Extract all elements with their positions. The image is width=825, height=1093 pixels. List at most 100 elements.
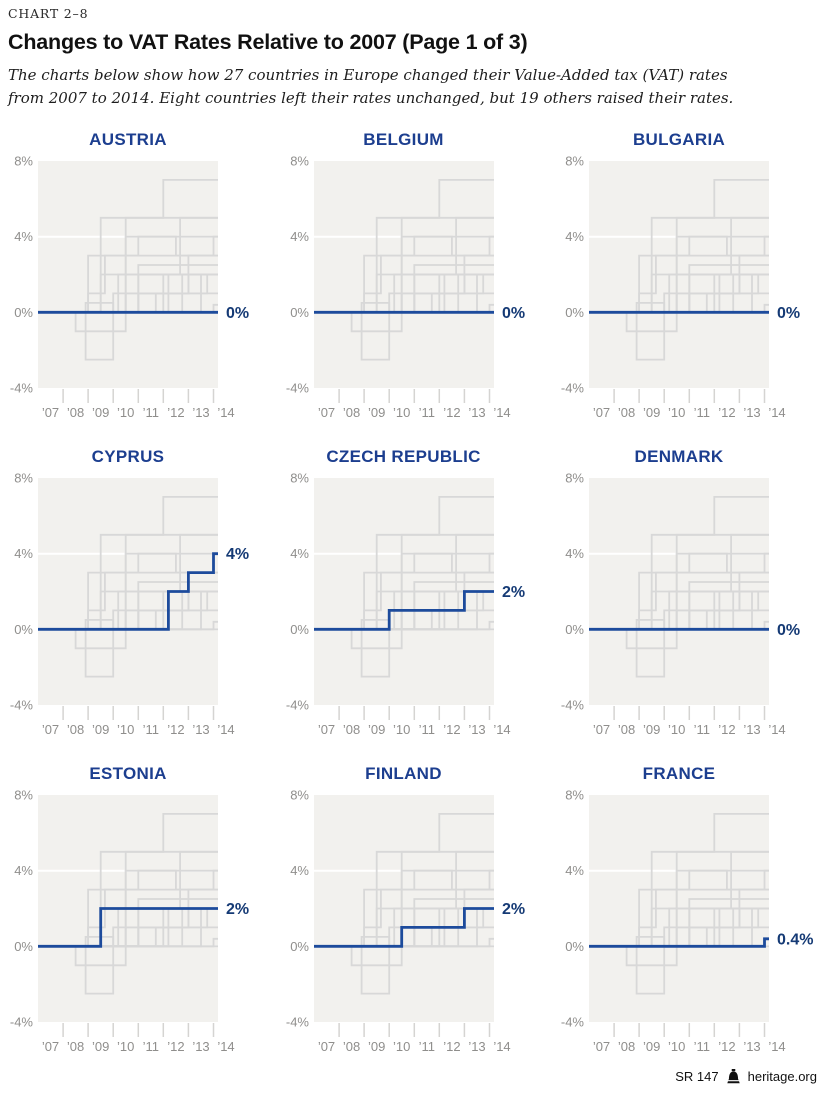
- x-tick-label: ’11: [694, 722, 710, 737]
- subtitle-line-2: from 2007 to 2014. Eight countries left …: [8, 88, 734, 107]
- x-tick-label: ’12: [718, 722, 735, 737]
- report-footer: SR 147 heritage.org: [8, 1069, 817, 1084]
- x-tick-label: ’13: [468, 1039, 485, 1054]
- x-tick-label: ’13: [192, 722, 209, 737]
- y-tick-label: -4%: [561, 698, 585, 713]
- highlight-line: [313, 907, 494, 948]
- x-tick-label: ’08: [618, 722, 635, 737]
- x-tick-label: ’10: [117, 405, 134, 420]
- y-tick-label: 0%: [565, 939, 584, 954]
- x-tick-label: ’12: [718, 1039, 735, 1054]
- end-value-label: 0%: [502, 305, 525, 322]
- background-line: [313, 898, 494, 995]
- highlight-line: [38, 907, 218, 948]
- chart-subtitle: The charts below show how 27 countries i…: [8, 64, 817, 109]
- x-tick-label: ’08: [67, 722, 84, 737]
- charts-grid: AUSTRIA 8% 4% 0% -4% ’07 ’08 ’09 ’10 ’11 ’12 ’13 ’1…: [8, 129, 817, 1057]
- x-tick-label: ’12: [167, 722, 184, 737]
- y-tick-label: -4%: [285, 698, 309, 713]
- x-tick-label: ’10: [668, 405, 685, 420]
- y-tick-label: 8%: [565, 154, 584, 169]
- panel-country-title: BELGIUM: [363, 130, 444, 149]
- x-tick-label: ’10: [393, 722, 410, 737]
- y-tick-label: 0%: [290, 939, 309, 954]
- x-tick-label: ’09: [92, 722, 109, 737]
- x-tick-label: ’12: [443, 405, 460, 420]
- end-value-label: 4%: [226, 546, 249, 563]
- background-line: [38, 273, 218, 314]
- x-tick-label: ’07: [317, 1039, 334, 1054]
- x-tick-label: ’10: [668, 1039, 685, 1054]
- y-tick-label: 0%: [290, 622, 309, 637]
- y-tick-label: -4%: [10, 698, 34, 713]
- y-tick-label: -4%: [285, 381, 309, 396]
- panel-chart: 8% 4% 0% -4% ’07 ’08 ’09 ’10 ’11 ’12 ’13 ’14 2%: [10, 788, 249, 1055]
- background-line: [38, 581, 218, 678]
- x-tick-label: ’11: [418, 722, 434, 737]
- x-tick-label: ’11: [694, 1039, 710, 1054]
- x-tick-label: ’09: [368, 1039, 385, 1054]
- panel-country-title: FRANCE: [642, 764, 716, 783]
- x-tick-label: ’14: [493, 405, 510, 420]
- y-tick-label: 0%: [565, 622, 584, 637]
- y-tick-label: -4%: [10, 1015, 34, 1030]
- chart-panel: BULGARIA 8% 4% 0% -4% ’07 ’08 ’09 ’10 ’11 ’12 ’13 ’…: [559, 129, 817, 423]
- x-tick-label: ’13: [192, 405, 209, 420]
- x-tick-label: ’08: [67, 405, 84, 420]
- x-tick-label: ’10: [117, 1039, 134, 1054]
- panel-chart: 8% 4% 0% -4% ’07 ’08 ’09 ’10 ’11 ’12 ’13 ’14 0%: [285, 154, 525, 421]
- x-tick-label: ’14: [217, 722, 234, 737]
- x-tick-label: ’13: [192, 1039, 209, 1054]
- x-tick-label: ’08: [618, 1039, 635, 1054]
- page-title: Changes to VAT Rates Relative to 2007 (P…: [8, 30, 528, 54]
- x-tick-label: ’07: [317, 722, 334, 737]
- x-tick-label: ’13: [743, 1039, 760, 1054]
- background-line: [38, 898, 218, 995]
- panel-country-title: AUSTRIA: [89, 130, 167, 149]
- x-tick-label: ’14: [493, 1039, 510, 1054]
- background-line: [589, 898, 769, 995]
- x-tick-label: ’07: [593, 405, 610, 420]
- y-tick-label: 4%: [14, 863, 33, 878]
- chart-panel: BELGIUM 8% 4% 0% -4% ’07 ’08 ’09 ’10 ’11 ’12 ’13 ’1…: [284, 129, 542, 423]
- panel-country-title: CZECH REPUBLIC: [326, 447, 481, 466]
- y-tick-label: 0%: [14, 622, 33, 637]
- background-line: [589, 273, 769, 314]
- x-tick-label: ’08: [618, 405, 635, 420]
- background-line: [589, 264, 769, 361]
- panel-chart: 8% 4% 0% -4% ’07 ’08 ’09 ’10 ’11 ’12 ’13 ’14 2%: [285, 471, 524, 738]
- y-tick-label: -4%: [561, 1015, 585, 1030]
- panel-country-title: ESTONIA: [89, 764, 167, 783]
- chart-panel: DENMARK 8% 4% 0% -4% ’07 ’08 ’09 ’10 ’11 ’12 ’13 ’1…: [559, 446, 817, 740]
- y-tick-label: 8%: [290, 154, 309, 169]
- background-line: [589, 907, 769, 948]
- x-tick-label: ’07: [42, 405, 59, 420]
- background-line: [313, 264, 494, 361]
- panel-chart: 8% 4% 0% -4% ’07 ’08 ’09 ’10 ’11 ’12 ’13 ’14 0%: [10, 154, 249, 421]
- y-tick-label: 0%: [565, 305, 584, 320]
- x-tick-label: ’09: [92, 1039, 109, 1054]
- y-tick-label: 4%: [14, 229, 33, 244]
- end-value-label: 0%: [777, 622, 800, 639]
- highlight-line: [38, 552, 218, 631]
- x-tick-label: ’08: [342, 1039, 359, 1054]
- x-tick-label: ’14: [217, 405, 234, 420]
- end-value-label: 0%: [777, 305, 800, 322]
- x-tick-label: ’07: [42, 1039, 59, 1054]
- x-tick-label: ’14: [217, 1039, 234, 1054]
- panel-chart: 8% 4% 0% -4% ’07 ’08 ’09 ’10 ’11 ’12 ’13 ’14 0%: [561, 154, 800, 421]
- x-tick-label: ’07: [593, 722, 610, 737]
- highlight-line: [313, 590, 494, 631]
- y-tick-label: 8%: [290, 471, 309, 486]
- panel-country-title: FINLAND: [365, 764, 442, 783]
- background-line: [313, 273, 494, 314]
- x-tick-label: ’10: [393, 1039, 410, 1054]
- x-tick-label: ’07: [593, 1039, 610, 1054]
- panel-chart: 8% 4% 0% -4% ’07 ’08 ’09 ’10 ’11 ’12 ’13 ’14 0%: [561, 471, 800, 738]
- y-tick-label: 0%: [14, 305, 33, 320]
- x-tick-label: ’14: [768, 405, 785, 420]
- y-tick-label: 4%: [290, 863, 309, 878]
- x-tick-label: ’12: [443, 1039, 460, 1054]
- x-tick-label: ’11: [694, 405, 710, 420]
- end-value-label: 2%: [226, 901, 249, 918]
